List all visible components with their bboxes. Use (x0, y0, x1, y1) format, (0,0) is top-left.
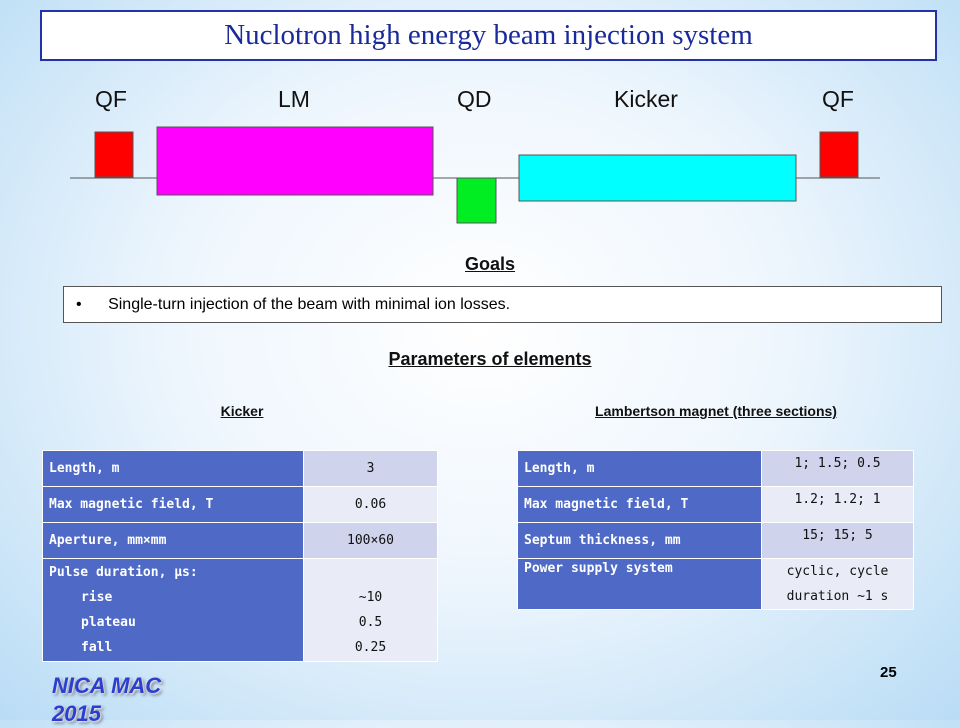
beamline-diagram (70, 126, 880, 224)
lm-magnet (156, 126, 434, 196)
goals-box: • Single-turn injection of the beam with… (63, 286, 942, 323)
param-label: Aperture, mm×mm (42, 522, 304, 559)
param-label-text: Length, m (524, 461, 595, 476)
param-value-text: 15; 15; 5 (802, 528, 873, 543)
table-row: Aperture, mm×mm 100×60 (42, 522, 438, 559)
parameter-table: Length, m 1; 1.5; 0.5 Max magnetic field, … (517, 450, 914, 610)
element-label: LM (278, 86, 310, 112)
brand: NICA MAC 2015 (52, 673, 162, 726)
sub-value: 0.25 (354, 640, 387, 655)
param-value: cyclic, cycle duration ~1 s (761, 558, 914, 610)
bullet: • (76, 296, 82, 313)
param-label: Length, m (517, 450, 762, 487)
kicker-magnet (518, 154, 797, 202)
goal-item: Single-turn injection of the beam with m… (108, 296, 511, 313)
param-label: Pulse duration, μs: rise plateau fall (42, 558, 304, 662)
slide-title: Nuclotron high energy beam injection sys… (40, 10, 937, 61)
param-label-text: Max magnetic field, T (49, 497, 214, 512)
table-row: Length, m 3 (42, 450, 438, 487)
table-row: Max magnetic field, T 1.2; 1.2; 1 (517, 486, 914, 523)
table-row: Max magnetic field, T 0.06 (42, 486, 438, 523)
table-row: Power supply system cyclic, cycle duratio… (517, 558, 914, 610)
param-label: Max magnetic field, T (517, 486, 762, 523)
param-label: Power supply system (517, 558, 762, 610)
table-row: Length, m 1; 1.5; 0.5 (517, 450, 914, 487)
parameter-table: Length, m 3 Max magnetic field, T 0.06 Apert… (42, 450, 438, 662)
element-label: QD (457, 86, 492, 112)
param-label-text: Length, m (49, 461, 120, 476)
param-value-text (310, 560, 431, 585)
table-row: Septum thickness, mm 15; 15; 5 (517, 522, 914, 559)
param-label-text: Aperture, mm×mm (49, 533, 167, 548)
param-value-text: 100×60 (347, 533, 394, 548)
sub-label: fall (81, 640, 113, 655)
param-value: 1; 1.5; 0.5 (761, 450, 914, 487)
param-label: Septum thickness, mm (517, 522, 762, 559)
page-number: 25 (880, 664, 897, 681)
sub-label: plateau (81, 615, 136, 630)
param-label: Max magnetic field, T (42, 486, 304, 523)
param-value: 15; 15; 5 (761, 522, 914, 559)
table-row: Pulse duration, μs: rise plateau fall ~10 0.… (42, 558, 438, 662)
element-label: QF (95, 86, 127, 112)
sub-value: 0.5 (358, 615, 383, 630)
param-label-text: Pulse duration, μs: (49, 565, 198, 580)
param-label-text: Max magnetic field, T (524, 497, 689, 512)
param-label-text: Septum thickness, mm (524, 533, 681, 548)
element-label: QF (822, 86, 854, 112)
goals-heading: Goals (464, 254, 516, 274)
param-value: 1.2; 1.2; 1 (761, 486, 914, 523)
param-label-text: Power supply system (524, 561, 673, 576)
element-label: Kicker (614, 86, 678, 112)
param-value-text: 1.2; 1.2; 1 (794, 492, 881, 507)
parameters-heading: Parameters of elements (388, 349, 592, 369)
param-value: 100×60 (303, 522, 438, 559)
table-heading: Kicker (220, 403, 264, 419)
param-value: ~10 0.5 0.25 (303, 558, 438, 662)
param-value-text: cyclic, cycle duration ~1 s (786, 564, 889, 604)
table-heading: Lambertson magnet (three sections) (595, 403, 837, 419)
param-value: 0.06 (303, 486, 438, 523)
param-value-text: 1; 1.5; 0.5 (794, 456, 881, 471)
qf-magnet (94, 131, 134, 178)
param-value-text: 3 (366, 461, 375, 476)
qf-magnet (819, 131, 859, 178)
param-label: Length, m (42, 450, 304, 487)
param-value-text: 0.06 (354, 497, 387, 512)
param-value: 3 (303, 450, 438, 487)
qd-magnet (456, 177, 497, 224)
sub-label: rise (81, 590, 113, 605)
sub-value: ~10 (358, 590, 383, 605)
